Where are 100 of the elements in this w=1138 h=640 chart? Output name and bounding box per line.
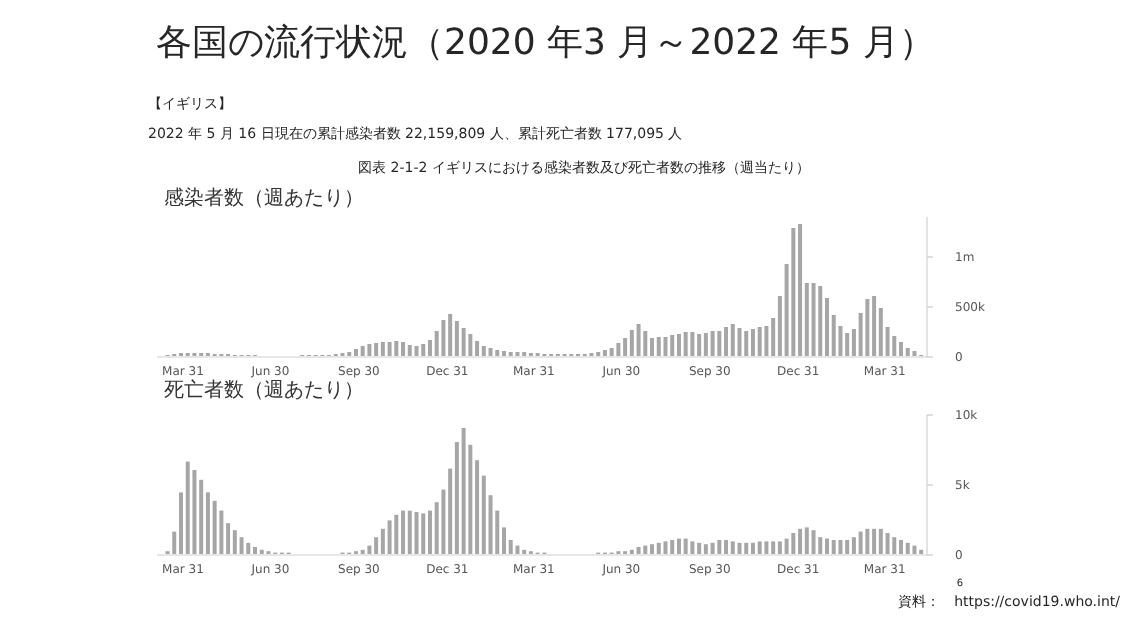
bar [454,321,459,356]
bar [643,331,648,356]
bar [703,544,708,554]
bar [730,541,735,554]
bar [367,545,372,554]
bar [697,542,702,554]
bar [710,542,715,554]
bar [717,331,722,356]
bar [670,335,675,356]
bar [905,542,910,554]
bar [818,537,823,554]
bar [899,540,904,554]
bar [811,283,816,356]
bar [515,545,520,554]
bar [623,338,628,356]
bar [777,541,782,554]
bar [448,314,453,356]
bar [387,520,392,554]
bar [380,342,385,356]
bar [690,541,695,554]
bar [905,348,910,356]
bar [636,547,641,554]
bar [818,286,823,356]
bar [253,547,258,554]
bar [468,334,473,356]
bar [676,538,681,554]
bar [757,541,762,554]
bar [892,537,897,554]
bar [697,334,702,356]
bar [750,542,755,554]
bar [858,531,863,554]
chart-title: 各国の流行状況（2020 年3 月～2022 年5 月） [156,22,935,64]
bar [663,541,668,554]
bar [374,537,379,554]
bar [872,528,877,554]
bar [387,342,392,356]
bar [643,545,648,554]
bar [676,334,681,356]
bar [764,541,769,554]
bar [609,348,614,356]
bar [824,538,829,554]
bar [690,332,695,356]
bar [360,346,365,356]
bar [845,540,850,554]
bar [724,540,729,554]
bar [353,349,358,356]
bar [845,333,850,356]
bar [899,342,904,356]
bar [757,327,762,356]
bar [663,337,668,356]
bar [239,537,244,554]
bar [246,542,251,554]
bar [481,346,486,356]
bar [730,324,735,356]
bar [744,331,749,356]
bar [798,224,803,356]
bar [407,510,412,554]
bar [791,228,796,356]
bar [461,428,466,554]
bar [427,510,432,554]
bar [401,342,406,356]
bar [872,296,877,356]
bar [703,333,708,356]
bar [851,537,856,554]
bar [750,329,755,356]
bar [656,337,661,356]
bar [865,299,870,356]
bar [670,540,675,554]
bar [744,542,749,554]
bar [394,514,399,554]
bar [374,343,379,356]
chart-title: 死亡者数（週あたり） [164,378,364,402]
bar [912,545,917,554]
bar [602,350,607,356]
bar [838,540,843,554]
bar [185,461,190,554]
bar [380,528,385,554]
bar [764,326,769,356]
bar [232,530,237,554]
bar [461,328,466,356]
bar [683,538,688,554]
bar [784,538,789,554]
bar [441,320,446,356]
bar [367,344,372,356]
bar [421,513,426,554]
bar [656,542,661,554]
bar [878,528,883,554]
bar [650,544,655,554]
chart-subtitle: 感染者数（週あたり） [164,186,364,210]
bar [192,470,197,554]
bar [407,345,412,356]
bar [495,350,500,356]
bar [717,540,722,554]
bar [636,324,641,356]
bar [401,510,406,554]
bar [811,530,816,554]
bar [683,332,688,356]
bar [488,348,493,356]
bar [831,540,836,554]
bar [804,527,809,554]
